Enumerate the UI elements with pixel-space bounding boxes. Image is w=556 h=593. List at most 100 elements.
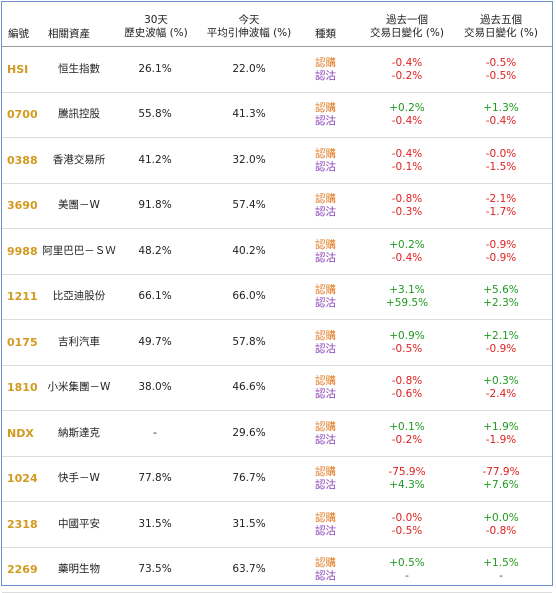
call-change-5d: +2.1%	[472, 330, 530, 343]
type-call-label[interactable]: 認購	[315, 284, 336, 297]
historical-volatility: 38.0%	[124, 381, 186, 394]
type-call-label[interactable]: 認購	[315, 466, 336, 479]
underlying-code[interactable]: 1211	[7, 290, 38, 303]
call-change-1d: -0.4%	[378, 148, 436, 161]
type-call-label[interactable]: 認購	[315, 57, 336, 70]
one-day-change: -0.8%-0.3%	[378, 193, 436, 219]
type-call-label[interactable]: 認購	[315, 239, 336, 252]
warrant-types: 認購認沽	[315, 557, 336, 583]
type-call-label[interactable]: 認購	[315, 330, 336, 343]
call-change-5d: -77.9%	[472, 466, 530, 479]
type-call-label[interactable]: 認購	[315, 148, 336, 161]
implied-volatility: 32.0%	[217, 154, 281, 167]
five-day-change: -0.0%-1.5%	[472, 148, 530, 174]
underlying-name: 小米集團－W	[38, 381, 120, 394]
type-put-label[interactable]: 認沽	[315, 388, 336, 401]
type-put-label[interactable]: 認沽	[315, 525, 336, 538]
underlying-code[interactable]: HSI	[7, 63, 28, 76]
call-change-5d: -0.0%	[472, 148, 530, 161]
type-put-label[interactable]: 認沽	[315, 252, 336, 265]
underlying-name: 中國平安	[38, 518, 120, 531]
type-put-label[interactable]: 認沽	[315, 434, 336, 447]
underlying-code[interactable]: 9988	[7, 245, 38, 258]
underlying-name: 騰訊控股	[38, 108, 120, 121]
historical-volatility: 48.2%	[124, 245, 186, 258]
type-call-label[interactable]: 認購	[315, 193, 336, 206]
implied-volatility: 41.3%	[217, 108, 281, 121]
type-put-label[interactable]: 認沽	[315, 70, 336, 83]
one-day-change: +0.2%-0.4%	[378, 239, 436, 265]
put-change-1d: -0.6%	[378, 388, 436, 401]
header-chg5: 過去五個交易日變化 (%)	[460, 14, 542, 40]
type-put-label[interactable]: 認沽	[315, 297, 336, 310]
underlying-code[interactable]: 2269	[7, 563, 38, 576]
one-day-change: +0.5%-	[378, 557, 436, 583]
type-put-label[interactable]: 認沽	[315, 115, 336, 128]
put-change-1d: -0.1%	[378, 161, 436, 174]
put-change-5d: -2.4%	[472, 388, 530, 401]
type-put-label[interactable]: 認沽	[315, 570, 336, 583]
one-day-change: +0.2%-0.4%	[378, 102, 436, 128]
underlying-code[interactable]: 0175	[7, 336, 38, 349]
type-put-label[interactable]: 認沽	[315, 206, 336, 219]
call-change-5d: +1.3%	[472, 102, 530, 115]
underlying-code[interactable]: 0700	[7, 108, 38, 121]
header-iv: 今天平均引伸波幅 (%)	[206, 14, 292, 40]
underlying-code[interactable]: 1810	[7, 381, 38, 394]
type-call-label[interactable]: 認購	[315, 421, 336, 434]
type-call-label[interactable]: 認購	[315, 375, 336, 388]
type-call-label[interactable]: 認購	[315, 102, 336, 115]
put-change-1d: -0.2%	[378, 70, 436, 83]
type-put-label[interactable]: 認沽	[315, 161, 336, 174]
put-change-5d: -0.9%	[472, 252, 530, 265]
warrant-types: 認購認沽	[315, 512, 336, 538]
one-day-change: +0.9%-0.5%	[378, 330, 436, 356]
implied-volatility: 46.6%	[217, 381, 281, 394]
underlying-code[interactable]: 1024	[7, 472, 38, 485]
underlying-code[interactable]: 3690	[7, 199, 38, 212]
underlying-code[interactable]: 2318	[7, 518, 38, 531]
volatility-table: 編號 相關資產 30天歷史波幅 (%) 今天平均引伸波幅 (%) 種類 過去一個…	[1, 1, 553, 586]
put-change-1d: -0.5%	[378, 525, 436, 538]
underlying-name: 恒生指數	[38, 63, 120, 76]
one-day-change: +0.1%-0.2%	[378, 421, 436, 447]
five-day-change: -0.5%-0.5%	[472, 57, 530, 83]
call-change-5d: -0.5%	[472, 57, 530, 70]
call-change-1d: -75.9%	[378, 466, 436, 479]
warrant-types: 認購認沽	[315, 148, 336, 174]
underlying-code[interactable]: 0388	[7, 154, 38, 167]
type-call-label[interactable]: 認購	[315, 512, 336, 525]
header-chg1: 過去一個交易日變化 (%)	[366, 14, 448, 40]
warrant-types: 認購認沽	[315, 421, 336, 447]
call-change-5d: +1.9%	[472, 421, 530, 434]
one-day-change: -0.4%-0.2%	[378, 57, 436, 83]
historical-volatility: 77.8%	[124, 472, 186, 485]
call-change-1d: +0.2%	[378, 239, 436, 252]
header-asset: 相關資產	[48, 28, 90, 41]
put-change-1d: -0.2%	[378, 434, 436, 447]
type-put-label[interactable]: 認沽	[315, 343, 336, 356]
historical-volatility: 66.1%	[124, 290, 186, 303]
put-change-5d: -1.9%	[472, 434, 530, 447]
header-type: 種類	[315, 28, 336, 41]
underlying-code[interactable]: NDX	[7, 427, 34, 440]
warrant-types: 認購認沽	[315, 466, 336, 492]
underlying-name: 香港交易所	[38, 154, 120, 167]
call-change-1d: -0.8%	[378, 375, 436, 388]
type-put-label[interactable]: 認沽	[315, 479, 336, 492]
implied-volatility: 76.7%	[217, 472, 281, 485]
type-call-label[interactable]: 認購	[315, 557, 336, 570]
call-change-5d: -0.9%	[472, 239, 530, 252]
